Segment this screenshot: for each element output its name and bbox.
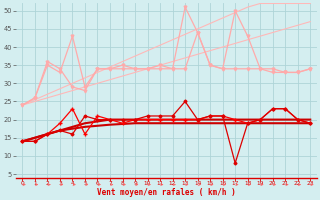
X-axis label: Vent moyen/en rafales ( km/h ): Vent moyen/en rafales ( km/h ): [97, 188, 236, 197]
